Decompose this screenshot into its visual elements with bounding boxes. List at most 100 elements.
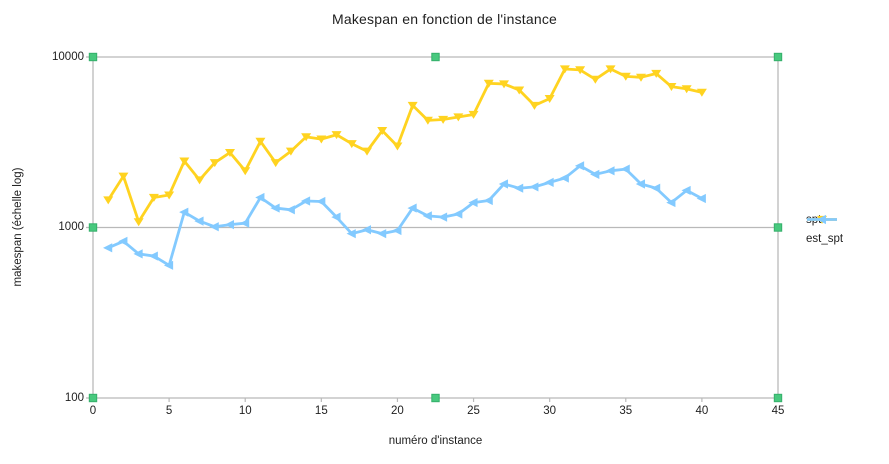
series-marker-spt[interactable] xyxy=(392,142,403,151)
series-marker-spt[interactable] xyxy=(316,135,327,144)
selection-handle[interactable] xyxy=(88,223,98,232)
series-marker-spt[interactable] xyxy=(255,137,266,146)
series-marker-est_spt[interactable] xyxy=(483,195,493,206)
series-marker-est_spt[interactable] xyxy=(255,192,265,203)
series-marker-spt[interactable] xyxy=(636,73,646,82)
series-marker-est_spt[interactable] xyxy=(437,212,448,222)
series-marker-est_spt[interactable] xyxy=(651,183,661,193)
series-marker-spt[interactable] xyxy=(559,65,570,74)
selection-handle[interactable] xyxy=(773,223,783,232)
series-marker-spt[interactable] xyxy=(270,159,281,168)
series-marker-spt[interactable] xyxy=(240,167,251,176)
series-marker-est_spt[interactable] xyxy=(605,166,615,176)
series-marker-est_spt[interactable] xyxy=(163,260,174,270)
series-marker-est_spt[interactable] xyxy=(240,218,250,228)
series-marker-spt[interactable] xyxy=(285,147,296,156)
series-marker-spt[interactable] xyxy=(483,79,494,88)
selection-handle[interactable] xyxy=(431,52,440,62)
series-marker-est_spt[interactable] xyxy=(590,169,600,179)
series-marker-spt[interactable] xyxy=(422,116,433,125)
series-marker-spt[interactable] xyxy=(575,66,586,75)
series-marker-spt[interactable] xyxy=(118,172,129,181)
series-marker-spt[interactable] xyxy=(362,147,372,156)
series-marker-est_spt[interactable] xyxy=(620,164,630,174)
series-marker-est_spt[interactable] xyxy=(316,196,326,207)
series-marker-spt[interactable] xyxy=(194,176,205,185)
series-marker-est_spt[interactable] xyxy=(285,205,295,215)
series-marker-est_spt[interactable] xyxy=(559,173,569,183)
series-marker-spt[interactable] xyxy=(453,113,464,122)
series-marker-spt[interactable] xyxy=(225,148,235,157)
series-marker-est_spt[interactable] xyxy=(103,243,113,253)
series-marker-est_spt[interactable] xyxy=(574,161,585,171)
series-marker-est_spt[interactable] xyxy=(148,251,158,261)
series-marker-spt[interactable] xyxy=(620,72,631,81)
x-tick-label: 30 xyxy=(543,405,557,417)
selection-handle[interactable] xyxy=(773,393,783,403)
selection-handle[interactable] xyxy=(431,393,440,403)
series-marker-spt[interactable] xyxy=(666,83,677,92)
series-line-est_spt[interactable] xyxy=(106,164,704,267)
series-marker-est_spt[interactable] xyxy=(118,236,128,246)
series-marker-spt[interactable] xyxy=(651,69,662,78)
series-marker-spt[interactable] xyxy=(499,80,509,89)
x-tick-label: 15 xyxy=(314,405,328,417)
series-marker-est_spt[interactable] xyxy=(194,216,204,226)
series-marker-est_spt[interactable] xyxy=(270,203,280,213)
series-marker-spt[interactable] xyxy=(407,101,418,110)
legend-item-est_spt[interactable]: est_spt xyxy=(806,214,843,245)
series-marker-est_spt[interactable] xyxy=(544,177,554,187)
series-marker-spt[interactable] xyxy=(164,191,175,200)
legend[interactable]: spt est_spt xyxy=(806,213,843,245)
series-marker-spt[interactable] xyxy=(605,65,616,74)
series-marker-spt[interactable] xyxy=(179,157,190,166)
series-marker-est_spt[interactable] xyxy=(498,179,508,189)
series-marker-est_spt[interactable] xyxy=(179,207,189,217)
series-marker-est_spt[interactable] xyxy=(331,212,341,222)
selection-handle[interactable] xyxy=(773,52,783,62)
series-marker-spt[interactable] xyxy=(590,75,601,84)
series-marker-spt[interactable] xyxy=(346,140,357,149)
series-marker-spt[interactable] xyxy=(468,110,479,119)
series-marker-est_spt[interactable] xyxy=(529,182,539,192)
series-marker-est_spt[interactable] xyxy=(666,197,676,208)
series-marker-est_spt[interactable] xyxy=(361,225,371,235)
legend-marker-est_spt xyxy=(807,214,837,225)
x-tick-label: 20 xyxy=(391,405,404,417)
series-marker-est_spt[interactable] xyxy=(468,197,478,208)
series-marker-est_spt[interactable] xyxy=(133,249,143,259)
series-marker-spt[interactable] xyxy=(438,115,449,124)
series-marker-spt[interactable] xyxy=(544,95,555,104)
series-marker-spt[interactable] xyxy=(681,85,692,94)
series-marker-est_spt[interactable] xyxy=(346,229,356,239)
series-line-spt[interactable] xyxy=(106,67,704,224)
series-marker-spt[interactable] xyxy=(133,218,144,227)
series-marker-est_spt[interactable] xyxy=(453,209,463,219)
series-marker-est_spt[interactable] xyxy=(696,193,706,204)
selection-handle[interactable] xyxy=(88,52,98,62)
series-marker-spt[interactable] xyxy=(377,127,388,136)
series-marker-est_spt[interactable] xyxy=(407,203,417,213)
series-marker-spt[interactable] xyxy=(514,86,525,95)
series-marker-spt[interactable] xyxy=(148,193,159,202)
series-marker-spt[interactable] xyxy=(696,88,707,97)
series-marker-est_spt[interactable] xyxy=(209,222,219,232)
series-marker-est_spt[interactable] xyxy=(392,225,402,236)
x-tick-label: 10 xyxy=(238,405,252,417)
x-axis-title[interactable]: numéro d'instance xyxy=(388,435,483,447)
series-marker-spt[interactable] xyxy=(209,159,220,168)
series-marker-est_spt[interactable] xyxy=(300,196,311,206)
series-marker-est_spt[interactable] xyxy=(422,211,432,221)
series-marker-est_spt[interactable] xyxy=(224,219,234,230)
chart-title[interactable]: Makespan en fonction de l'instance xyxy=(331,11,558,27)
selection-handle[interactable] xyxy=(88,393,98,403)
series-marker-spt[interactable] xyxy=(301,133,312,142)
series-marker-est_spt[interactable] xyxy=(377,229,387,239)
series-marker-spt[interactable] xyxy=(529,101,540,110)
series-marker-spt[interactable] xyxy=(103,196,114,205)
series-marker-est_spt[interactable] xyxy=(514,183,524,193)
series-marker-est_spt[interactable] xyxy=(635,179,645,189)
series-marker-spt[interactable] xyxy=(331,131,342,140)
series-marker-est_spt[interactable] xyxy=(681,185,691,196)
